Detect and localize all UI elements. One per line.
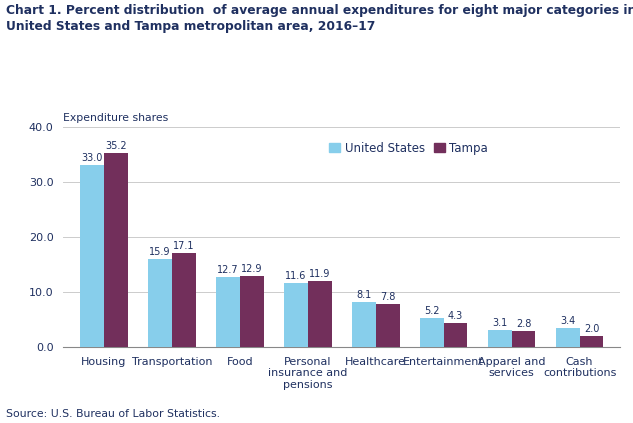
- Bar: [148, 259, 172, 347]
- Bar: [172, 253, 196, 347]
- Bar: [352, 302, 376, 347]
- Text: Expenditure shares: Expenditure shares: [63, 113, 168, 123]
- Bar: [104, 153, 128, 347]
- Text: 15.9: 15.9: [149, 247, 171, 257]
- Text: 3.4: 3.4: [560, 316, 575, 326]
- Text: 11.6: 11.6: [285, 271, 306, 281]
- Bar: [308, 281, 332, 347]
- Text: 8.1: 8.1: [356, 290, 372, 300]
- Text: 5.2: 5.2: [424, 306, 439, 316]
- Text: 12.9: 12.9: [241, 264, 263, 274]
- Text: 2.0: 2.0: [584, 324, 599, 334]
- Text: 33.0: 33.0: [82, 153, 103, 163]
- Bar: [511, 332, 536, 347]
- Bar: [580, 336, 603, 347]
- Text: Source: U.S. Bureau of Labor Statistics.: Source: U.S. Bureau of Labor Statistics.: [6, 409, 220, 419]
- Text: 7.8: 7.8: [380, 292, 396, 302]
- Bar: [556, 328, 580, 347]
- Bar: [376, 304, 399, 347]
- Text: 4.3: 4.3: [448, 311, 463, 321]
- Text: 35.2: 35.2: [105, 141, 127, 151]
- Text: 12.7: 12.7: [217, 265, 239, 275]
- Bar: [216, 277, 240, 347]
- Bar: [284, 283, 308, 347]
- Bar: [420, 318, 444, 347]
- Text: Chart 1. Percent distribution  of average annual expenditures for eight major ca: Chart 1. Percent distribution of average…: [6, 4, 633, 33]
- Bar: [488, 330, 511, 347]
- Bar: [80, 165, 104, 347]
- Legend: United States, Tampa: United States, Tampa: [325, 137, 493, 159]
- Text: 11.9: 11.9: [309, 269, 330, 279]
- Bar: [240, 276, 264, 347]
- Text: 3.1: 3.1: [492, 318, 508, 327]
- Bar: [444, 323, 468, 347]
- Text: 2.8: 2.8: [516, 319, 531, 329]
- Text: 17.1: 17.1: [173, 241, 194, 250]
